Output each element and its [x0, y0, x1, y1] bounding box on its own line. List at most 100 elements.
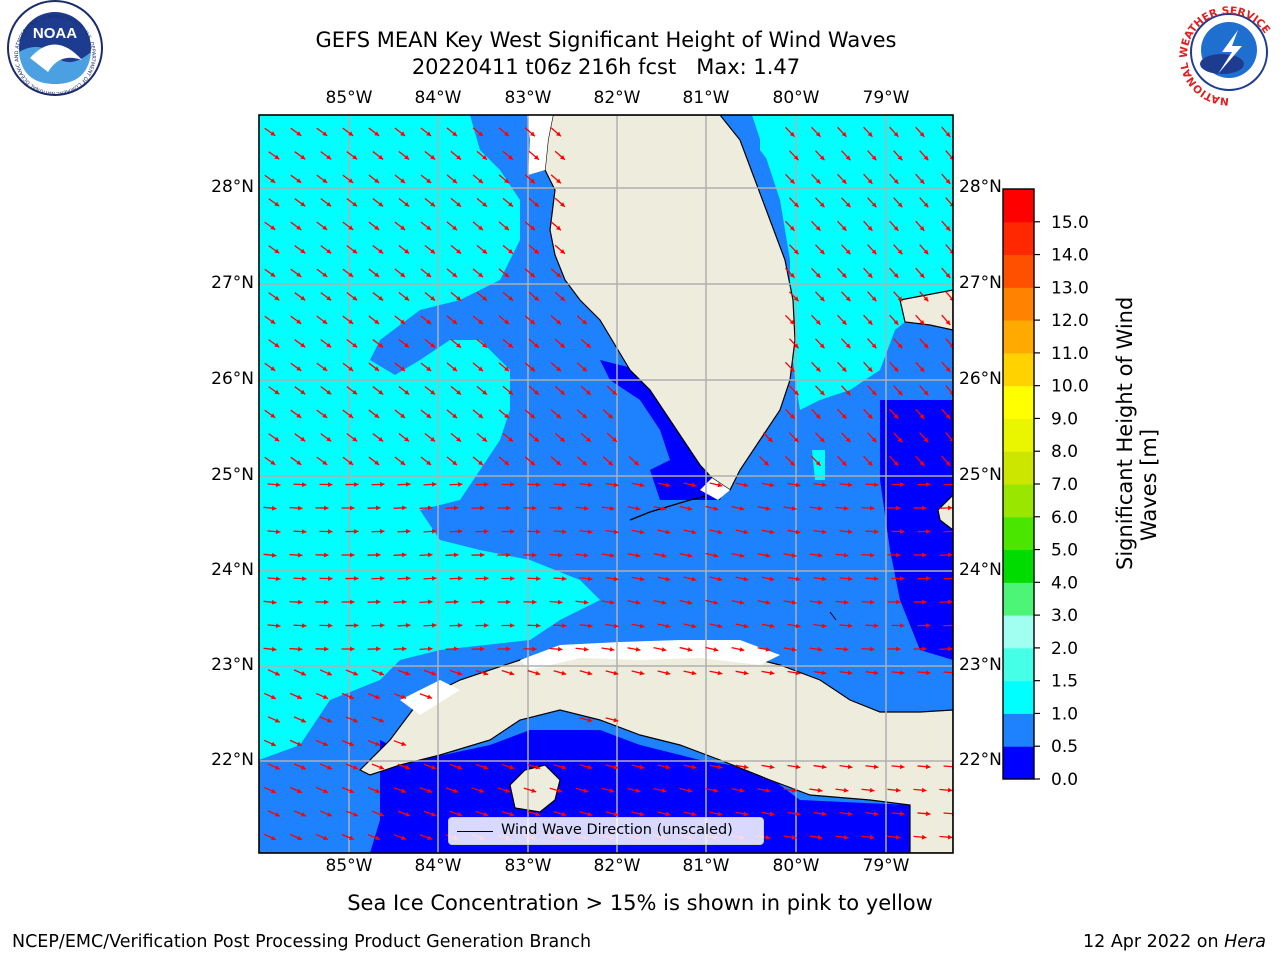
- wave-direction-arrow: [550, 409, 562, 419]
- wave-direction-arrow: [446, 315, 458, 325]
- wave-direction-arrow: [889, 361, 899, 373]
- wave-direction-arrow: [683, 482, 697, 488]
- wave-direction-arrow: [813, 623, 827, 629]
- wave-direction-arrow: [705, 788, 719, 793]
- wave-direction-arrow: [342, 174, 354, 184]
- wave-direction-arrow: [523, 646, 537, 652]
- wave-direction-arrow: [264, 315, 276, 325]
- wave-direction-arrow: [606, 385, 618, 396]
- wave-direction-arrow: [394, 362, 406, 372]
- wave-direction-arrow: [653, 506, 667, 511]
- wave-direction-arrow: [867, 385, 877, 396]
- wave-direction-arrow: [264, 127, 276, 137]
- wave-direction-arrow: [861, 787, 875, 793]
- wave-direction-arrow: [475, 623, 489, 628]
- wave-direction-arrow: [627, 506, 641, 511]
- wave-direction-arrow: [631, 764, 645, 770]
- wave-direction-arrow: [735, 670, 749, 676]
- wave-direction-arrow: [761, 811, 775, 817]
- wave-direction-arrow: [528, 432, 540, 443]
- wave-direction-arrow: [342, 362, 354, 372]
- wave-direction-arrow: [709, 811, 723, 817]
- wave-direction-arrow: [731, 552, 745, 558]
- wave-direction-arrow: [861, 834, 875, 840]
- wave-direction-arrow: [837, 361, 847, 373]
- wave-direction-arrow: [424, 385, 436, 396]
- lat-label-left: 27°N: [211, 273, 254, 293]
- wave-direction-arrow: [498, 174, 510, 184]
- colorbar-segment: [1003, 320, 1034, 354]
- wave-direction-arrow: [939, 646, 953, 652]
- wave-direction-arrow: [757, 600, 771, 605]
- wave-direction-arrow: [731, 599, 745, 605]
- wave-direction-arrow: [264, 174, 276, 184]
- wave-direction-arrow: [550, 315, 562, 325]
- wave-direction-arrow: [293, 763, 307, 770]
- wave-direction-arrow: [372, 198, 384, 207]
- wave-direction-arrow: [294, 386, 306, 395]
- wave-direction-arrow: [524, 127, 536, 137]
- wave-direction-arrow: [867, 244, 877, 255]
- lat-label-left: 28°N: [211, 177, 254, 197]
- wave-direction-arrow: [424, 197, 436, 208]
- wave-direction-arrow: [315, 505, 329, 511]
- wave-direction-arrow: [419, 787, 433, 793]
- wave-direction-arrow: [502, 338, 514, 349]
- colorbar-segment: [1003, 221, 1034, 256]
- wave-direction-arrow: [446, 268, 458, 278]
- wave-direction-arrow: [867, 432, 877, 443]
- wave-direction-arrow: [263, 833, 277, 841]
- wave-direction-arrow: [398, 291, 410, 302]
- wave-direction-arrow: [550, 362, 562, 372]
- wave-direction-arrow: [605, 811, 619, 817]
- colorbar-segment: [1003, 746, 1034, 780]
- wave-direction-arrow: [787, 623, 801, 629]
- lat-label-right: 24°N: [959, 560, 1002, 580]
- wave-direction-arrow: [549, 646, 563, 652]
- colorbar-tick-label: 0.5: [1051, 737, 1078, 757]
- wave-direction-arrow: [293, 716, 307, 723]
- wave-direction-arrow: [423, 763, 437, 770]
- wave-direction-arrow: [835, 599, 849, 605]
- wave-direction-arrow: [498, 409, 510, 419]
- colorbar-tick-label: 9.0: [1051, 409, 1078, 429]
- wave-direction-arrow: [476, 291, 488, 302]
- wave-direction-arrow: [475, 482, 489, 487]
- wave-direction-arrow: [501, 623, 515, 628]
- wave-direction-arrow: [398, 385, 410, 396]
- wave-direction-arrow: [788, 338, 800, 349]
- wave-direction-arrow: [367, 787, 381, 794]
- wave-direction-arrow: [419, 693, 433, 699]
- wave-direction-arrow: [553, 670, 567, 676]
- wave-direction-arrow: [915, 455, 925, 467]
- wave-direction-arrow: [705, 552, 719, 558]
- wave-direction-arrow: [787, 670, 801, 676]
- wave-direction-arrow: [527, 529, 541, 534]
- wave-direction-arrow: [939, 505, 953, 511]
- wave-direction-arrow: [290, 127, 302, 137]
- wave-direction-arrow: [449, 810, 463, 817]
- wave-direction-arrow: [290, 315, 302, 325]
- map-area: [259, 115, 953, 853]
- wave-direction-arrow: [913, 834, 927, 840]
- wave-direction-arrow: [294, 433, 306, 442]
- nws-logo-icon: NATIONAL WEATHER SERVICE: [1178, 2, 1279, 107]
- wave-direction-arrow: [815, 291, 825, 302]
- legend-label: Wind Wave Direction (unscaled): [501, 822, 733, 838]
- wave-direction-arrow: [316, 315, 328, 325]
- colorbar-tick-label: 4.0: [1051, 573, 1078, 593]
- wave-direction-arrow: [293, 576, 307, 582]
- wave-direction-arrow: [446, 456, 458, 466]
- wave-direction-arrow: [393, 740, 407, 746]
- wave-direction-arrow: [605, 717, 619, 723]
- wave-direction-arrow: [627, 553, 641, 558]
- wave-direction-arrow: [601, 505, 615, 511]
- wave-direction-arrow: [475, 529, 489, 534]
- wave-direction-arrow: [371, 623, 385, 628]
- wave-direction-arrow: [397, 669, 411, 676]
- wave-direction-arrow: [341, 833, 355, 841]
- wave-direction-arrow: [397, 529, 411, 534]
- wave-direction-arrow: [889, 455, 899, 467]
- wave-direction-arrow: [919, 244, 929, 255]
- wave-direction-arrow: [815, 197, 825, 208]
